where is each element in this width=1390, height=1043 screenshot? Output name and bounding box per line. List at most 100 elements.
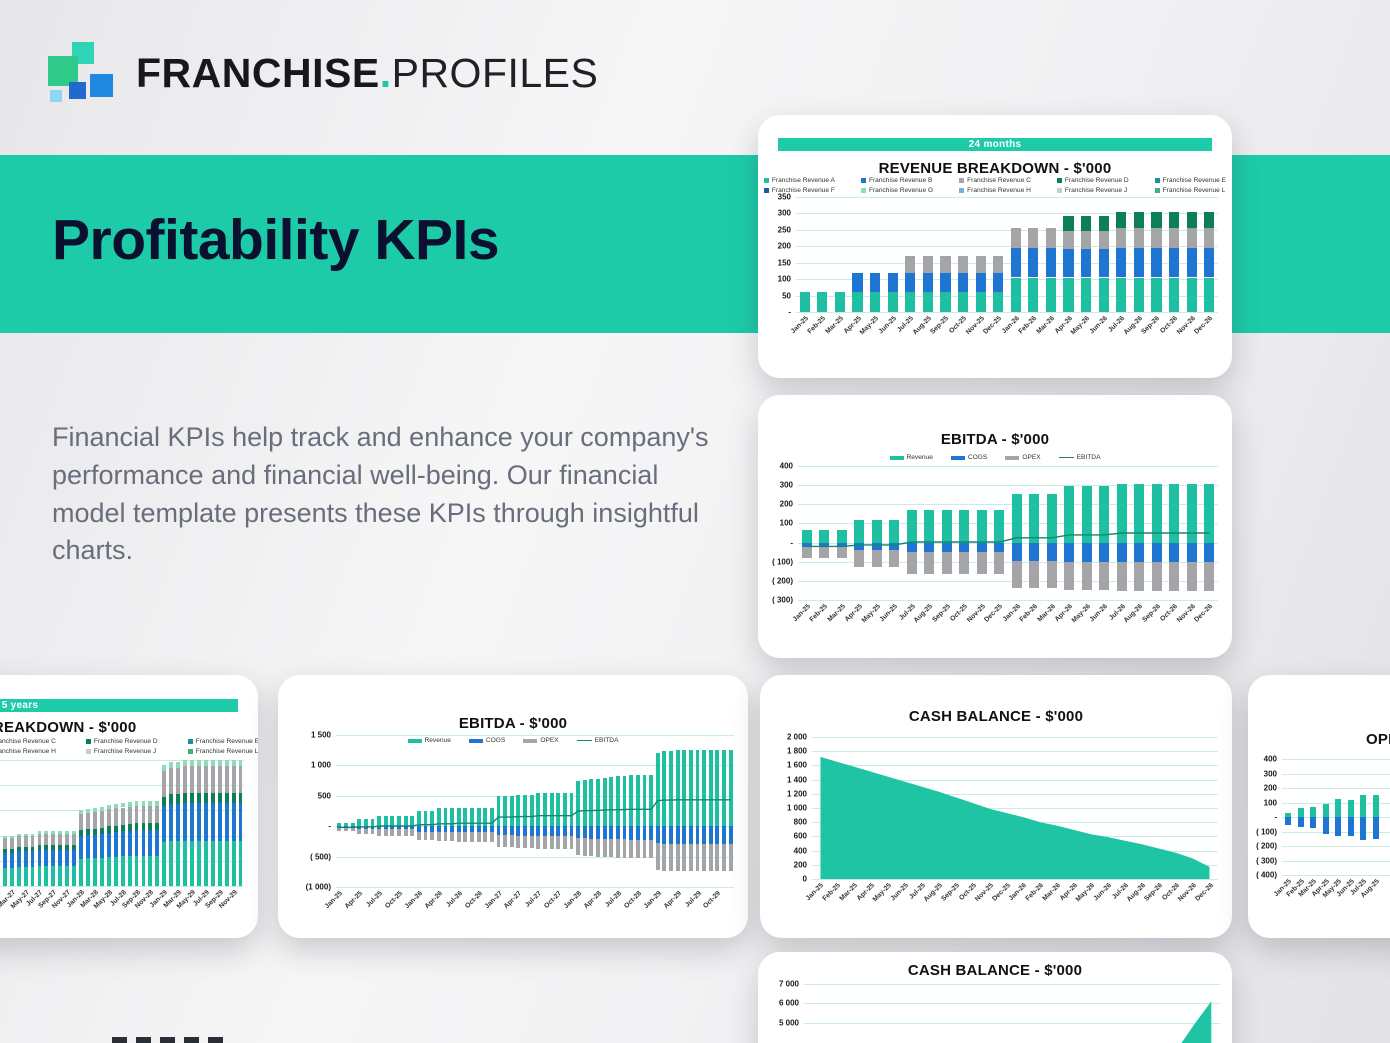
bar-segment (224, 760, 229, 767)
bar-segment (589, 826, 594, 839)
bar-segment (79, 810, 83, 815)
gridline (796, 197, 1218, 198)
y-axis-label: ( 100) (1256, 827, 1277, 836)
bar-segment (622, 775, 627, 827)
bar-segment (113, 804, 118, 809)
bar-segment (1116, 247, 1127, 278)
bar-segment (1186, 561, 1197, 592)
gridline (336, 887, 734, 888)
bar-segment (238, 766, 243, 793)
bar-segment (463, 807, 468, 827)
bar-segment (922, 256, 933, 273)
bar-segment (217, 802, 222, 841)
bar-segment (924, 510, 935, 543)
bar-segment (655, 843, 660, 870)
bar-segment (203, 792, 208, 803)
bar-segment (1081, 486, 1092, 543)
bar-segment (450, 826, 454, 833)
chart-legend: Revenue COGS OPEX EBITDA (758, 454, 1232, 461)
bar-segment (410, 829, 415, 837)
bar-segment (9, 835, 14, 839)
bar-segment (148, 855, 153, 886)
gridline (796, 229, 1218, 231)
bar-segment (37, 831, 42, 834)
logo-mark-icon (48, 42, 114, 104)
bar-segment (549, 826, 554, 836)
bar-segment (819, 542, 830, 548)
legend-swatch-icon (1005, 455, 1020, 460)
bar-segment (941, 552, 952, 575)
bar-segment (635, 826, 640, 840)
bar-segment (58, 866, 63, 886)
bar-segment (1028, 277, 1039, 312)
bar-segment (450, 808, 454, 827)
bar-segment (489, 826, 494, 833)
card-operating-partial: OPE 400 300 200 100 - ( 100) ( 200) ( 300) ( 400… (1248, 675, 1390, 938)
bar-segment (1133, 211, 1144, 229)
bar-segment (993, 292, 1004, 312)
bar-segment (602, 777, 607, 827)
footer-mark (160, 1037, 175, 1043)
footer-mark (136, 1037, 151, 1043)
brand-light: PROFILES (391, 49, 599, 96)
bar-segment (549, 835, 554, 849)
page-title: Profitability KPIs (52, 208, 500, 272)
legend-swatch-icon (576, 739, 592, 742)
bar-segment (922, 272, 933, 293)
bar-segment (423, 831, 428, 841)
bar-segment (662, 843, 667, 871)
legend-swatch-icon (959, 188, 965, 193)
bar-segment (106, 856, 111, 886)
bar-segment (1099, 542, 1110, 562)
bar-segment (476, 826, 481, 833)
bar-segment (423, 826, 428, 832)
bar-segment (642, 839, 647, 859)
legend-swatch-icon (1056, 188, 1062, 193)
bar-segment (1186, 542, 1197, 562)
gridline (1282, 846, 1390, 847)
bar-segment (86, 835, 90, 859)
chart-legend: Franchise Revenue A Franchise Revenue B Fr… (758, 177, 1232, 194)
area-series (820, 756, 1210, 879)
bar-segment (1133, 247, 1144, 278)
bar-segment (887, 272, 898, 293)
bar-segment (377, 826, 382, 830)
bar-segment (113, 808, 118, 826)
gridline (0, 785, 244, 787)
bar-segment (99, 834, 104, 858)
bar-segment (16, 851, 21, 868)
legend-item: Franchise Revenue F (763, 187, 835, 194)
bar-segment (543, 835, 547, 849)
legend-item: Franchise Revenue D (1056, 177, 1129, 184)
bar-segment (635, 839, 640, 859)
legend-swatch-icon (950, 455, 965, 460)
bar-segment (523, 835, 527, 849)
bar-segment (615, 776, 620, 827)
bar-segment (1045, 228, 1057, 248)
bar-segment (1204, 211, 1215, 229)
legend-label: Franchise Revenue A (771, 177, 835, 184)
bar-segment (93, 834, 97, 859)
card-cash-balance-24m: CASH BALANCE - $'000 2 000 1 800 1 600 1 40… (760, 675, 1232, 938)
y-axis-label: 400 (793, 846, 807, 856)
bar-segment (23, 833, 28, 837)
bar-segment (889, 550, 900, 568)
bar-segment (957, 292, 969, 312)
gridline (798, 504, 1218, 506)
legend-label: Franchise Revenue F (771, 187, 835, 194)
bar-segment (224, 766, 229, 793)
bar-segment (397, 815, 401, 827)
bar-segment (23, 867, 28, 886)
bar-segment (615, 839, 620, 858)
bar-segment (556, 835, 561, 849)
logo-square-blue (90, 74, 113, 97)
legend-item: Franchise Revenue D (85, 738, 158, 745)
bar-segment (370, 818, 375, 827)
bar-segment (390, 815, 395, 827)
bar-segment (871, 519, 882, 543)
gridline (336, 765, 734, 767)
bar-segment (1204, 484, 1215, 543)
bar-segment (99, 807, 104, 812)
footer-mark (184, 1037, 199, 1043)
bar-segment (1151, 228, 1162, 248)
